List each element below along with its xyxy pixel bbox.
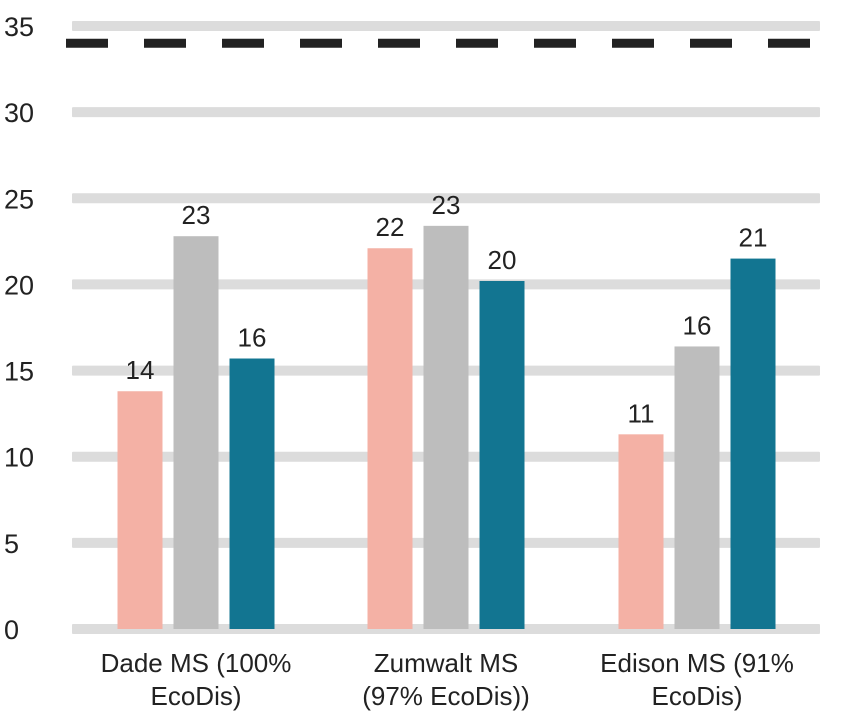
x-category-label: EcoDis) — [150, 681, 241, 711]
data-label: 11 — [628, 398, 655, 428]
bar — [367, 248, 413, 629]
y-tick-label: 35 — [4, 12, 34, 42]
data-label: 14 — [126, 355, 155, 385]
bar — [674, 346, 720, 629]
gridline — [72, 107, 820, 118]
y-tick-label: 20 — [4, 270, 34, 300]
bar — [423, 225, 469, 629]
y-tick-label: 30 — [4, 98, 34, 128]
data-label: 16 — [683, 310, 712, 340]
data-label: 20 — [488, 245, 517, 275]
y-tick-label: 5 — [4, 529, 19, 559]
bar — [479, 280, 525, 629]
x-category-label: Edison MS (91% — [600, 648, 794, 678]
x-category-label: Dade MS (100% — [101, 648, 292, 678]
bar — [730, 258, 776, 629]
data-label: 22 — [376, 212, 405, 242]
data-label: 23 — [182, 200, 211, 230]
data-label: 23 — [432, 190, 461, 220]
x-category-label: (97% EcoDis)) — [362, 681, 530, 711]
bars — [117, 225, 776, 629]
x-axis-categories: Dade MS (100%EcoDis)Zumwalt MS(97% EcoDi… — [101, 648, 794, 711]
x-category-label: EcoDis) — [651, 681, 742, 711]
y-tick-label: 15 — [4, 357, 34, 387]
data-label: 16 — [238, 323, 267, 353]
x-category-label: Zumwalt MS — [374, 648, 518, 678]
y-tick-label: 25 — [4, 184, 34, 214]
y-tick-label: 10 — [4, 443, 34, 473]
bar — [117, 391, 163, 629]
y-axis-ticks: 0 5 10 15 20 25 30 35 — [4, 12, 34, 645]
bar — [229, 358, 275, 629]
bar — [173, 236, 219, 629]
y-tick-label: 0 — [4, 615, 19, 645]
data-labels: 14 22 11 23 23 16 16 20 21 — [126, 190, 768, 428]
gridline — [72, 21, 820, 31]
data-label: 21 — [739, 223, 768, 253]
gridline — [72, 193, 820, 204]
bar — [618, 434, 664, 629]
